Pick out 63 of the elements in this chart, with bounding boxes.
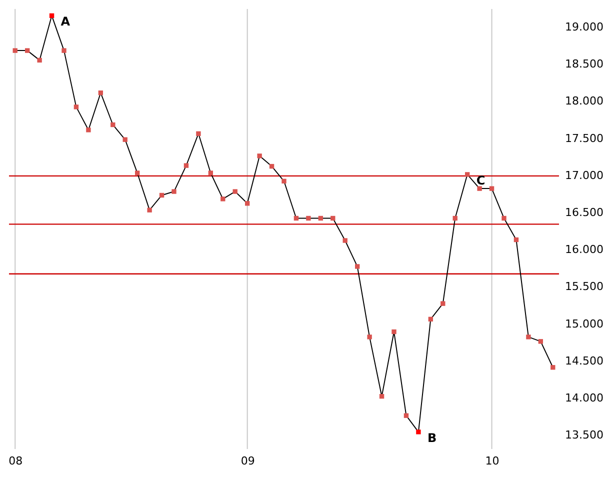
x-tick-label: 10 <box>485 454 500 468</box>
x-tick-label: 09 <box>240 454 255 468</box>
point <box>74 104 79 110</box>
y-tick-label: 13.500 <box>565 428 604 442</box>
point <box>294 216 299 221</box>
y-tick-label: 15.000 <box>565 317 604 330</box>
point <box>416 430 421 434</box>
point <box>62 48 66 53</box>
y-tick-label: 16.500 <box>565 206 604 220</box>
y-tick-label: 17.000 <box>565 168 604 182</box>
annotation: C <box>476 173 486 188</box>
point <box>330 216 336 221</box>
point <box>318 216 324 221</box>
point <box>98 90 104 96</box>
y-tick-label: 16.000 <box>565 243 604 256</box>
point <box>526 334 531 340</box>
point <box>24 48 30 53</box>
point <box>37 58 42 63</box>
point <box>159 192 164 198</box>
point <box>184 163 189 168</box>
point <box>244 201 250 206</box>
point <box>392 329 396 334</box>
point <box>502 216 506 221</box>
point <box>257 154 262 158</box>
point <box>404 413 409 418</box>
annotation: A <box>60 14 71 29</box>
point <box>269 164 274 169</box>
point <box>196 131 201 136</box>
y-tick-label: 17.500 <box>565 132 604 145</box>
y-tick-label: 18.500 <box>565 58 604 71</box>
point <box>282 178 286 184</box>
point <box>477 186 482 191</box>
point <box>147 208 152 212</box>
point <box>232 189 238 194</box>
point <box>134 170 140 176</box>
point <box>428 316 434 322</box>
point <box>208 170 214 176</box>
point <box>379 394 384 399</box>
point <box>110 122 116 128</box>
point <box>172 189 176 194</box>
point <box>342 238 348 243</box>
point <box>550 365 556 370</box>
point <box>514 237 519 242</box>
point <box>354 264 360 269</box>
point <box>367 334 372 340</box>
point <box>489 186 494 191</box>
point <box>538 339 544 344</box>
point <box>306 216 311 221</box>
point <box>122 137 128 142</box>
point <box>49 13 54 18</box>
point <box>452 216 458 221</box>
y-tick-label: 14.500 <box>565 354 604 368</box>
y-tick-label: 15.500 <box>565 280 604 294</box>
point <box>12 48 18 53</box>
y-tick-label: 14.000 <box>565 392 604 405</box>
x-tick-label: 08 <box>8 454 23 468</box>
y-tick-label: 18.000 <box>565 94 604 108</box>
point <box>440 301 446 306</box>
point <box>464 172 470 177</box>
point <box>86 128 91 132</box>
point <box>220 196 226 202</box>
y-tick-label: 19.000 <box>565 20 604 34</box>
annotation: B <box>427 430 437 445</box>
